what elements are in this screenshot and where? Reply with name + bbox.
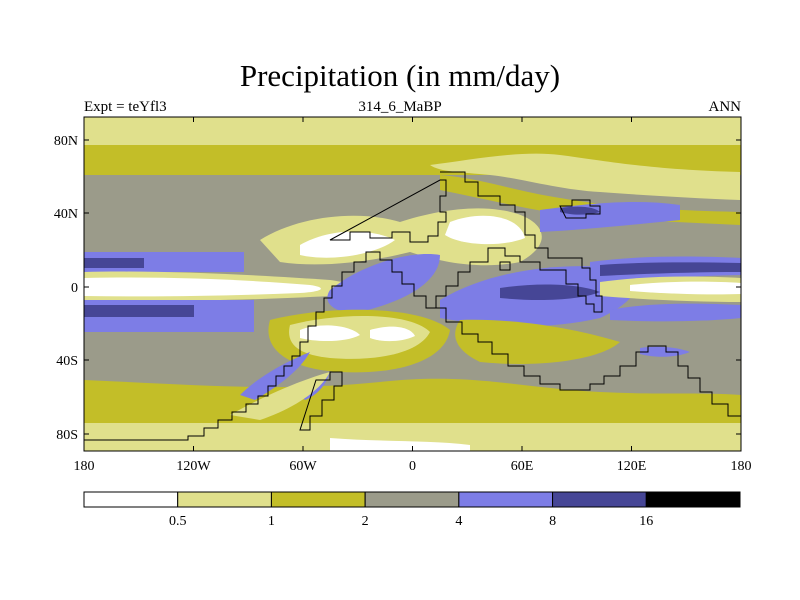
coastline-central: [329, 179, 447, 243]
coastline-northeast: [559, 199, 601, 219]
colorbar-label: 4: [455, 514, 462, 529]
north-continent-blue: [327, 254, 440, 313]
x-tick-label: 120E: [617, 459, 647, 474]
longitude-axis: 180 120W 60W 0 60E 120E 180: [74, 117, 752, 474]
x-tick-label: 120W: [176, 459, 211, 474]
southeast-blue: [610, 303, 741, 322]
colorbar-label: 2: [362, 514, 369, 529]
colorbar-swatch: [177, 491, 272, 508]
antarctic-white: [330, 438, 470, 451]
chart-title: Precipitation (in mm/day): [239, 58, 561, 93]
colorbar-swatch: [552, 491, 647, 508]
period-label: 314_6_MaBP: [358, 99, 442, 115]
equator-dry-east-white: [630, 281, 741, 295]
equator-dry-west-white: [84, 277, 321, 297]
south-continent-white-east: [370, 326, 415, 342]
x-tick-label: 180: [74, 459, 95, 474]
south-continent-white-west: [300, 325, 360, 342]
x-tick-label: 60E: [511, 459, 534, 474]
colorbar-label: 8: [549, 514, 556, 529]
x-tick-label: 0: [409, 459, 416, 474]
y-tick-label: 0: [71, 281, 78, 296]
latitude-axis: 80N 40N 0 40S 80S: [54, 134, 741, 443]
colorbar-swatch: [83, 491, 179, 508]
coastline-east-islands: [499, 261, 511, 271]
x-tick-label: 180: [731, 459, 752, 474]
north-continent-white-east: [445, 215, 525, 245]
y-tick-label: 40N: [54, 207, 78, 222]
northeast-dark-patch: [560, 206, 600, 215]
colorbar-label: 16: [639, 514, 653, 529]
colorbar-label: 1: [268, 514, 275, 529]
coastline-antarctic-inlet: [299, 371, 343, 431]
itcz-south-dark-west: [84, 305, 194, 317]
x-tick-label: 60W: [289, 459, 317, 474]
coastlines: [84, 171, 741, 441]
itcz-north-dark-west: [84, 258, 144, 268]
y-tick-label: 80S: [56, 428, 78, 443]
colorbar-label: 0.5: [169, 514, 187, 529]
east-ocean-dark: [600, 262, 741, 276]
y-tick-label: 80N: [54, 134, 78, 149]
colorbar-swatch: [364, 491, 460, 508]
east-ocean-olive: [455, 319, 620, 364]
south-ocean-olive: [84, 378, 741, 410]
colorbar: 0.5 1 2 4 8 16: [83, 491, 741, 529]
tethys-dark: [500, 284, 600, 300]
season-label: ANN: [708, 99, 742, 115]
arctic-light-tongue: [430, 153, 740, 200]
coastline-north-continent: [84, 171, 603, 441]
coastline-south-continent: [436, 307, 741, 417]
y-tick-label: 40S: [56, 354, 78, 369]
south-coastal-light: [230, 372, 330, 420]
colorbar-swatch: [458, 491, 554, 508]
colorbar-swatch: [270, 491, 366, 508]
colorbar-swatch: [645, 491, 741, 508]
experiment-label: Expt = teYfl3: [84, 99, 167, 115]
precipitation-field: [84, 117, 741, 451]
